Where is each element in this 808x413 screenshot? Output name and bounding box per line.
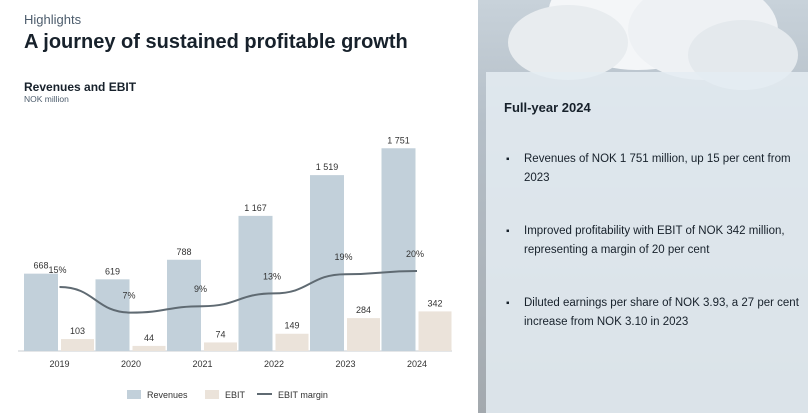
label-ebit-2022: 149: [284, 321, 299, 331]
legend-label-margin: EBIT margin: [278, 390, 328, 400]
label-ebit-2023: 284: [356, 305, 371, 315]
revenue-ebit-chart: 668 103 2019 619 44 2020 788 74 2021 1 167 149 2022…: [18, 135, 452, 400]
chart-unit: NOK million: [24, 94, 69, 104]
label-ebit-2019: 103: [70, 326, 85, 336]
label-margin-2024: 20%: [406, 249, 424, 259]
label-revenue-2024: 1 751: [387, 135, 410, 145]
label-margin-2023: 19%: [334, 252, 352, 262]
bullet-ebit: Improved profitability with EBIT of NOK …: [504, 222, 808, 260]
label-revenue-2023: 1 519: [316, 162, 339, 172]
label-margin-2022: 13%: [263, 271, 281, 281]
label-ebit-2020: 44: [144, 333, 154, 343]
label-revenue-2019: 668: [33, 261, 48, 271]
tick-label-2023: 2023: [335, 359, 355, 369]
tick-label-2024: 2024: [407, 359, 427, 369]
tick-label-2021: 2021: [192, 359, 212, 369]
panel-title: Full-year 2024: [504, 100, 591, 115]
legend-swatch-revenues: [127, 390, 141, 399]
bullet-revenue: Revenues of NOK 1 751 million, up 15 per…: [504, 150, 808, 188]
bar-revenue-2024: [381, 148, 416, 351]
label-ebit-2024: 342: [427, 298, 442, 308]
margin-line: [59, 270, 418, 314]
bar-ebit-2021: [204, 342, 237, 351]
highlights-panel: Full-year 2024 Revenues of NOK 1 751 mil…: [486, 72, 808, 413]
label-revenue-2020: 619: [105, 266, 120, 276]
tick-label-2022: 2022: [264, 359, 284, 369]
label-margin-2021: 9%: [194, 284, 207, 294]
bar-ebit-2019: [61, 339, 94, 351]
page-title: A journey of sustained profitable growth: [24, 31, 408, 53]
legend-swatch-ebit: [205, 390, 219, 399]
cloud-shape: [508, 5, 628, 80]
legend-label-ebit: EBIT: [225, 390, 246, 400]
label-revenue-2022: 1 167: [244, 203, 267, 213]
bar-revenue-2022: [238, 215, 273, 351]
tick-label-2019: 2019: [49, 359, 69, 369]
bar-ebit-2023: [347, 318, 380, 351]
label-revenue-2021: 788: [176, 247, 191, 257]
legend-label-revenues: Revenues: [147, 390, 188, 400]
bar-ebit-2022: [275, 333, 309, 351]
section-eyebrow: Highlights: [24, 12, 82, 27]
tick-label-2020: 2020: [121, 359, 141, 369]
bullet-eps: Diluted earnings per share of NOK 3.93, …: [504, 294, 808, 332]
chart-section: Highlights A journey of sustained profit…: [18, 12, 452, 400]
bar-revenue-2019: [24, 273, 58, 351]
bar-ebit-2020: [132, 345, 166, 351]
chart-title: Revenues and EBIT: [24, 80, 137, 94]
label-margin-2019: 15%: [48, 265, 66, 275]
label-margin-2020: 7%: [122, 291, 135, 301]
bar-ebit-2024: [418, 311, 452, 351]
label-ebit-2021: 74: [215, 329, 225, 339]
bar-revenue-2020: [95, 279, 130, 351]
bar-revenue-2023: [310, 175, 344, 351]
